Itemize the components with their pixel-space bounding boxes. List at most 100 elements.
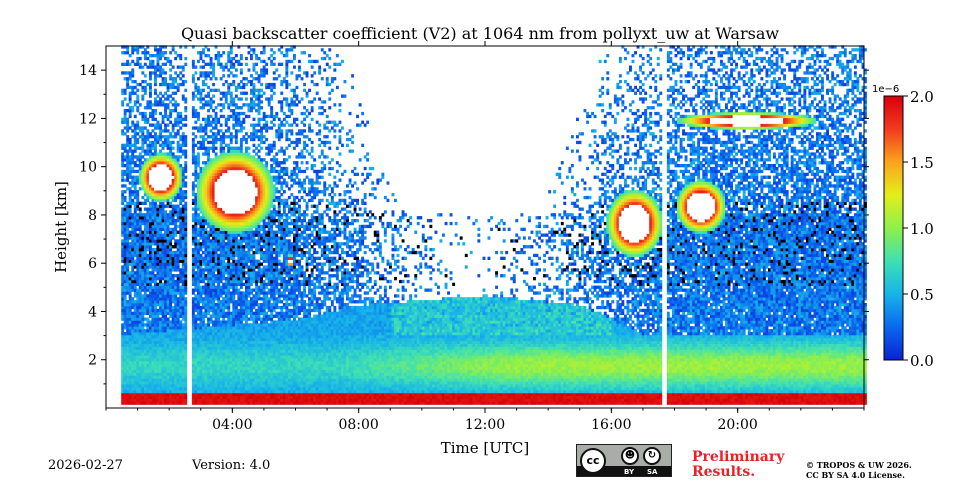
heatmap-cell (124, 115, 127, 118)
heatmap-cell (146, 341, 149, 344)
heatmap-cell (164, 196, 167, 199)
heatmap-cell (154, 184, 157, 187)
heatmap-cell (124, 352, 127, 355)
heatmap-cell (146, 167, 149, 170)
heatmap-cell (144, 184, 147, 187)
heatmap-cell (149, 280, 152, 283)
heatmap-cell (157, 271, 160, 274)
heatmap-cell (169, 155, 172, 158)
heatmap-cell (134, 309, 137, 312)
heatmap-cell (146, 213, 149, 216)
heatmap-cell (167, 193, 170, 196)
heatmap-cell (121, 347, 124, 350)
heatmap-cell (154, 358, 157, 361)
heatmap-cell (169, 352, 172, 355)
heatmap-cell (139, 271, 142, 274)
heatmap-cell (154, 150, 157, 153)
heatmap-cell (154, 179, 157, 182)
heatmap-cell (139, 158, 142, 161)
heatmap-cell (157, 332, 160, 335)
heatmap-cell (124, 318, 127, 321)
heatmap-cell (162, 103, 165, 106)
heatmap-cell (154, 155, 157, 158)
heatmap-cell (146, 179, 149, 182)
heatmap-cell (154, 164, 157, 167)
heatmap-cell (139, 103, 142, 106)
heatmap-cell (139, 315, 142, 318)
heatmap-cell (167, 141, 170, 144)
heatmap-cell (126, 167, 129, 170)
heatmap-cell (152, 164, 155, 167)
heatmap-cell (131, 402, 134, 405)
heatmap-cell (129, 141, 132, 144)
heatmap-cell (149, 147, 152, 150)
heatmap-cell (172, 375, 175, 378)
heatmap-cell (162, 208, 165, 211)
heatmap-cell (169, 373, 172, 376)
heatmap-cell (121, 231, 124, 234)
heatmap-cell (124, 234, 127, 237)
heatmap-cell (154, 332, 157, 335)
heatmap-cell (162, 364, 165, 367)
heatmap-cell (136, 179, 139, 182)
heatmap-cell (124, 150, 127, 153)
heatmap-cell (121, 341, 124, 344)
heatmap-cell (126, 129, 129, 132)
heatmap-cell (154, 263, 157, 266)
heatmap-cell (134, 92, 137, 95)
heatmap-cell (169, 216, 172, 219)
heatmap-cell (159, 205, 162, 208)
heatmap-cell (124, 126, 127, 129)
heatmap-cell (159, 51, 162, 54)
heatmap-cell (159, 323, 162, 326)
heatmap-cell (159, 66, 162, 69)
heatmap-cell (144, 106, 147, 109)
heatmap-cell (149, 152, 152, 155)
heatmap-cell (169, 390, 172, 393)
heatmap-cell (124, 89, 127, 92)
heatmap-cell (157, 254, 160, 257)
heatmap-cell (152, 239, 155, 242)
heatmap-cell (154, 205, 157, 208)
heatmap-cell (134, 347, 137, 350)
heatmap-cell (154, 352, 157, 355)
heatmap-cell (126, 126, 129, 129)
heatmap-cell (149, 375, 152, 378)
heatmap-cell (131, 373, 134, 376)
heatmap-cell (167, 242, 170, 245)
heatmap-cell (129, 361, 132, 364)
heatmap-cell (154, 103, 157, 106)
heatmap-cell (141, 358, 144, 361)
heatmap-cell (157, 260, 160, 263)
heatmap-cell (126, 225, 129, 228)
heatmap-cell (149, 63, 152, 66)
heatmap-cell (144, 239, 147, 242)
heatmap-cell (159, 370, 162, 373)
heatmap-cell (162, 347, 165, 350)
heatmap-cell (157, 236, 160, 239)
heatmap-cell (169, 257, 172, 260)
heatmap-cell (159, 173, 162, 176)
heatmap-cell (169, 344, 172, 347)
heatmap-cell (139, 245, 142, 248)
heatmap-cell (129, 352, 132, 355)
heatmap-cell (129, 164, 132, 167)
heatmap-cell (141, 332, 144, 335)
heatmap-cell (167, 187, 170, 190)
heatmap-cell (144, 277, 147, 280)
heatmap-cell (129, 280, 132, 283)
heatmap-cell (129, 349, 132, 352)
heatmap-cell (152, 364, 155, 367)
heatmap-cell (136, 361, 139, 364)
heatmap-cell (152, 219, 155, 222)
heatmap-cell (167, 251, 170, 254)
heatmap-cell (131, 384, 134, 387)
heatmap-cell (126, 155, 129, 158)
heatmap-cell (167, 83, 170, 86)
heatmap-cell (146, 329, 149, 332)
heatmap-cell (167, 277, 170, 280)
heatmap-cell (149, 92, 152, 95)
heatmap-cell (159, 251, 162, 254)
heatmap-cell (139, 260, 142, 263)
heatmap-cell (159, 332, 162, 335)
